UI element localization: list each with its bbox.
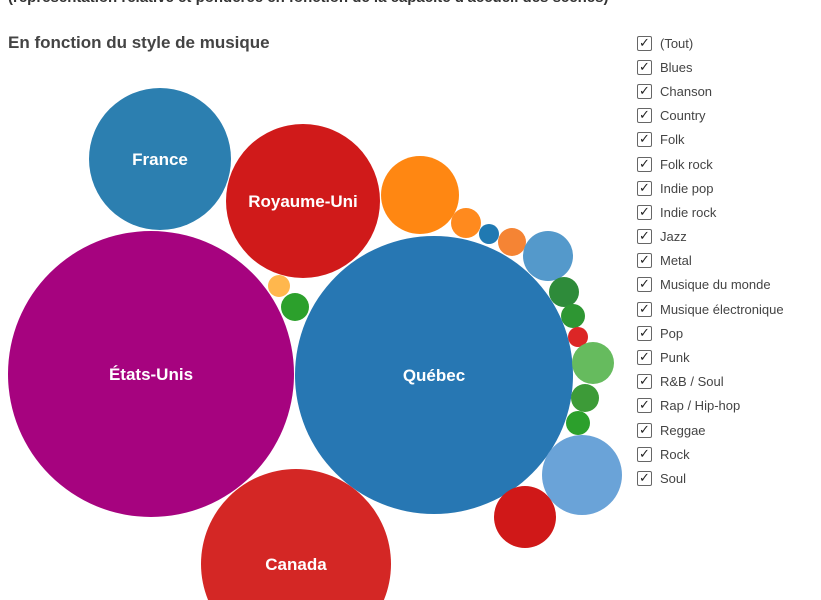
filter-item[interactable]: ✓ Country (637, 104, 784, 128)
filter-item[interactable]: ✓ Punk (637, 345, 784, 369)
checkbox-icon[interactable]: ✓ (637, 59, 652, 75)
bubble-label-royaume-uni: Royaume-Uni (248, 192, 358, 211)
filter-label: Punk (660, 350, 690, 366)
filter-item[interactable]: ✓ R&B / Soul (637, 370, 784, 394)
section-title: En fonction du style de musique (8, 33, 270, 52)
checkbox-icon[interactable]: ✓ (637, 301, 652, 317)
checkbox-icon[interactable]: ✓ (637, 229, 652, 245)
checkbox-icon[interactable]: ✓ (637, 180, 652, 196)
bubble-label-quebec: Québec (403, 366, 465, 385)
filter-label: Country (660, 108, 706, 124)
filter-item[interactable]: ✓ Soul (637, 466, 784, 490)
filter-item[interactable]: ✓ Rock (637, 442, 784, 466)
filter-item[interactable]: ✓ Rap / Hip-hop (637, 394, 784, 418)
bubble-unlabeled-15[interactable] (494, 486, 556, 548)
bubble-label-canada: Canada (265, 555, 327, 574)
filter-item[interactable]: ✓ (Tout) (637, 31, 784, 55)
filter-label: Folk rock (660, 156, 713, 172)
filter-label: (Tout) (660, 35, 694, 51)
bubble-canada[interactable] (201, 469, 391, 600)
checkbox-icon[interactable]: ✓ (637, 374, 652, 390)
bubble-unlabeled-7[interactable] (549, 277, 579, 307)
bubble-unlabeled-9[interactable] (561, 304, 585, 328)
checkbox-icon[interactable]: ✓ (637, 204, 652, 220)
filter-item[interactable]: ✓ Reggae (637, 418, 784, 442)
filter-label: Reggae (660, 422, 706, 438)
filter-label: Musique du monde (660, 277, 771, 293)
filter-item[interactable]: ✓ Musique du monde (637, 273, 784, 297)
bubble-label-france: France (132, 150, 188, 169)
filter-label: Metal (660, 253, 692, 269)
filter-label: Pop (660, 325, 684, 341)
checkbox-icon[interactable]: ✓ (637, 108, 652, 124)
bubble-unlabeled-4[interactable] (498, 228, 526, 256)
bubble-unlabeled-10[interactable] (568, 327, 588, 347)
filter-label: Chanson (660, 83, 713, 99)
checkbox-icon[interactable]: ✓ (637, 446, 652, 462)
bubble-unlabeled-5[interactable] (523, 231, 573, 281)
bubble-chart: France Royaume-Uni États-Unis Québec Canada (8, 88, 622, 600)
filter-label: Soul (660, 470, 687, 486)
checkbox-icon[interactable]: ✓ (637, 325, 652, 341)
checkbox-icon[interactable]: ✓ (637, 83, 652, 99)
bubble-etats-unis[interactable] (8, 231, 294, 517)
filter-label: Rap / Hip-hop (660, 398, 741, 414)
filter-label: Rock (660, 446, 690, 462)
checkbox-icon[interactable]: ✓ (637, 422, 652, 438)
checkbox-icon[interactable]: ✓ (637, 470, 652, 486)
filter-label: Blues (660, 59, 693, 75)
music-style-filter-list: ✓ (Tout) ✓ Blues ✓ Chanson ✓ Country ✓ Folk ✓ Folk … (637, 31, 784, 491)
bubble-unlabeled-11[interactable] (572, 342, 614, 384)
filter-item[interactable]: ✓ Folk (637, 128, 784, 152)
checkbox-icon[interactable]: ✓ (637, 350, 652, 366)
checkbox-icon[interactable]: ✓ (637, 398, 652, 414)
bubble-unlabeled-2[interactable] (451, 208, 481, 238)
filter-label: Indie pop (660, 180, 714, 196)
filter-item[interactable]: ✓ Jazz (637, 225, 784, 249)
bubble-royaume-uni[interactable] (226, 124, 380, 278)
bubble-france[interactable] (89, 88, 231, 230)
filter-item[interactable]: ✓ Chanson (637, 79, 784, 103)
filter-label: Folk (660, 132, 685, 148)
filter-label: R&B / Soul (660, 374, 724, 390)
filter-item[interactable]: ✓ Folk rock (637, 152, 784, 176)
filter-item[interactable]: ✓ Blues (637, 55, 784, 79)
filter-item[interactable]: ✓ Indie pop (637, 176, 784, 200)
bubble-unlabeled-12[interactable] (571, 384, 599, 412)
bubble-unlabeled-6[interactable] (268, 275, 290, 297)
checkbox-icon[interactable]: ✓ (637, 35, 652, 51)
filter-item[interactable]: ✓ Pop (637, 321, 784, 345)
checkbox-icon[interactable]: ✓ (637, 132, 652, 148)
bubble-unlabeled-14[interactable] (542, 435, 622, 515)
bubble-unlabeled-8[interactable] (281, 293, 309, 321)
bubble-unlabeled-1[interactable] (381, 156, 459, 234)
bubble-label-etats-unis: États-Unis (109, 365, 193, 384)
filter-item[interactable]: ✓ Metal (637, 249, 784, 273)
checkbox-icon[interactable]: ✓ (637, 277, 652, 293)
bubble-unlabeled-13[interactable] (566, 411, 590, 435)
checkbox-icon[interactable]: ✓ (637, 156, 652, 172)
checkbox-icon[interactable]: ✓ (637, 253, 652, 269)
filter-item[interactable]: ✓ Musique électronique (637, 297, 784, 321)
filter-label: Indie rock (660, 204, 717, 220)
bubble-unlabeled-3[interactable] (479, 224, 499, 244)
bubble-quebec[interactable] (295, 236, 573, 514)
filter-item[interactable]: ✓ Indie rock (637, 200, 784, 224)
filter-label: Jazz (660, 229, 687, 245)
chart-subtitle: (représentation relative et pondérée en … (8, 0, 608, 6)
filter-label: Musique électronique (660, 301, 784, 317)
